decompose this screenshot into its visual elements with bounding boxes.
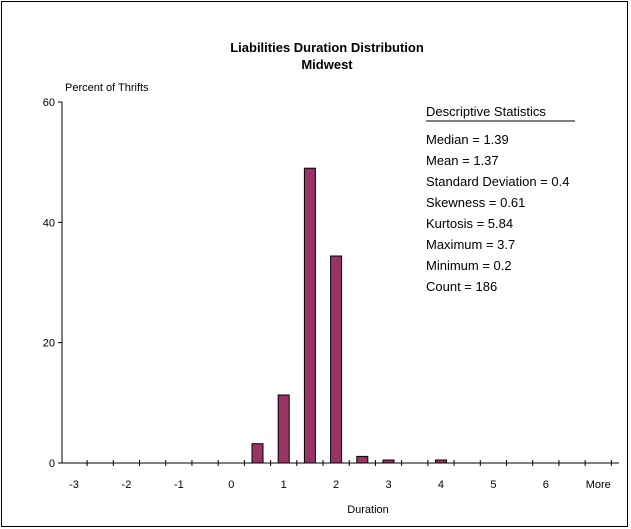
- bar-2.5: [356, 455, 369, 464]
- y-axis-label: Percent of Thrifts: [65, 82, 149, 94]
- y-tick-label: 20: [43, 338, 55, 350]
- x-tick-label: -1: [174, 479, 184, 491]
- stat-standard-deviation: Standard Deviation = 0.4: [426, 174, 569, 189]
- bars-group: [251, 167, 447, 464]
- x-tick-labels: -3 -2 -1 0 1 2 3 4 5 6 More: [69, 479, 611, 491]
- x-tick-label: 3: [385, 479, 391, 491]
- descriptive-statistics-box: Descriptive Statistics Median = 1.39 Mea…: [426, 104, 575, 294]
- x-axis-label: Duration: [347, 504, 389, 516]
- x-tick-label: More: [586, 479, 611, 491]
- axes-group: [58, 101, 619, 466]
- y-tick-label: 0: [49, 458, 55, 470]
- stat-maximum: Maximum = 3.7: [426, 237, 515, 252]
- stats-heading: Descriptive Statistics: [426, 104, 546, 119]
- stat-kurtosis: Kurtosis = 5.84: [426, 216, 513, 231]
- chart-title: Liabilities Duration Distribution: [230, 40, 424, 55]
- x-tick-label: 2: [333, 479, 339, 491]
- bar-1: [277, 394, 290, 464]
- y-tick-label: 40: [43, 217, 55, 229]
- y-tick-label: 60: [43, 97, 55, 109]
- x-tick-label: 1: [281, 479, 287, 491]
- x-tick-label: -3: [69, 479, 79, 491]
- x-tick-label: -2: [122, 479, 132, 491]
- stat-median: Median = 1.39: [426, 132, 509, 147]
- y-tick-labels: 0 20 40 60: [43, 97, 55, 470]
- stat-minimum: Minimum = 0.2: [426, 258, 512, 273]
- stat-mean: Mean = 1.37: [426, 153, 499, 168]
- bar-2: [330, 255, 343, 464]
- chart-subtitle: Midwest: [301, 57, 353, 72]
- x-tick-label: 6: [543, 479, 549, 491]
- bar-1.5: [303, 167, 316, 464]
- stat-count: Count = 186: [426, 279, 497, 294]
- bar-0.5: [251, 443, 264, 464]
- stat-skewness: Skewness = 0.61: [426, 195, 525, 210]
- x-tick-label: 0: [228, 479, 234, 491]
- x-tick-label: 5: [490, 479, 496, 491]
- x-tick-label: 4: [438, 479, 444, 491]
